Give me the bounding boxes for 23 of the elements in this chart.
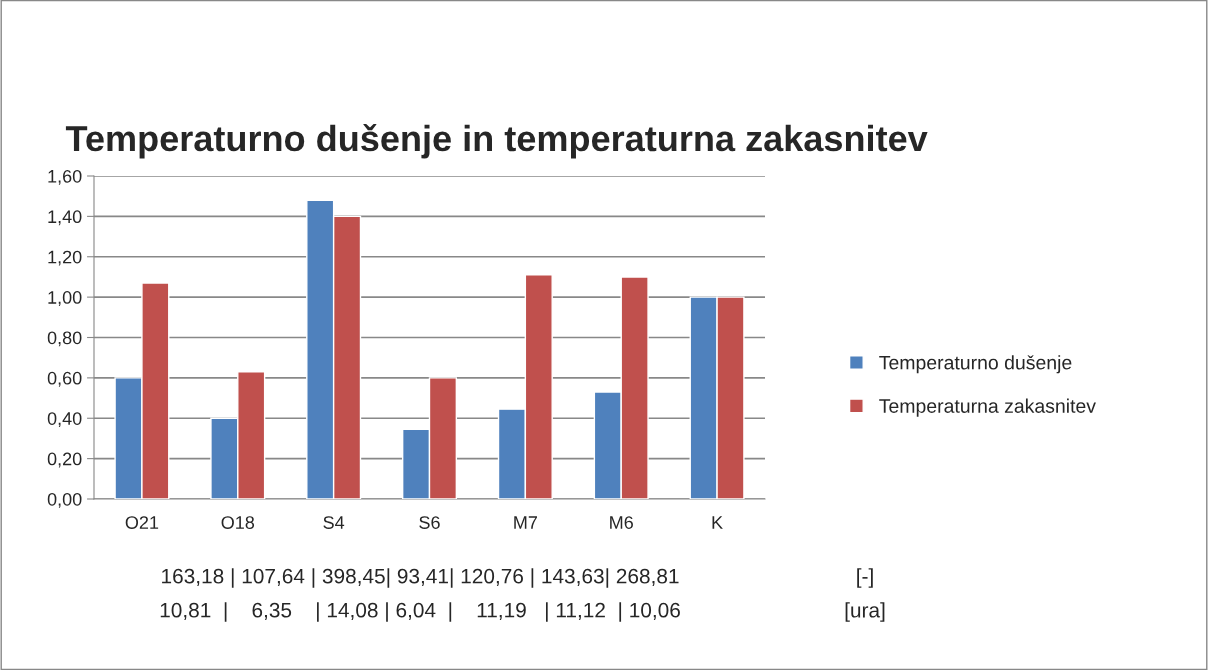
x-tick-label: M7 bbox=[514, 516, 537, 529]
x-tick-label: O21 bbox=[125, 516, 159, 529]
y-tick-label: 0,80 bbox=[47, 331, 82, 347]
x-tick-label: O18 bbox=[221, 516, 255, 529]
text: [ura] bbox=[845, 602, 885, 622]
text: 163,18 | 107,64 | 398,45| 93,41| 120,76 | 143,63| 268,81 bbox=[162, 568, 679, 588]
y-tick-label: 0,20 bbox=[47, 452, 82, 468]
y-tick-label: 1,20 bbox=[48, 250, 82, 266]
x-tick-label: K bbox=[712, 516, 723, 529]
y-tick-label: 1,00 bbox=[48, 291, 82, 306]
y-tick-label: 1,60 bbox=[48, 169, 82, 185]
y-tick-label: 0,40 bbox=[47, 412, 82, 428]
legend-label: Temperaturna zakasnitev bbox=[879, 398, 1096, 417]
text: [-] bbox=[857, 568, 873, 588]
x-tick-label: S6 bbox=[419, 516, 440, 529]
legend-label: Temperaturno dušenje bbox=[879, 355, 1072, 374]
y-tick-label: 1,40 bbox=[48, 210, 82, 226]
chart-title: Temperaturno dušenje in temperaturna zakasnitev bbox=[65, 124, 928, 159]
x-tick-label: M6 bbox=[610, 516, 633, 529]
text: 10,81 | 6,35 | 14,08 | 6,04 | 11,19 | 11,12 | 10,06 bbox=[160, 602, 680, 622]
x-tick-label: S4 bbox=[323, 516, 345, 529]
y-tick-label: 0,00 bbox=[47, 492, 82, 508]
y-tick-label: 0,60 bbox=[47, 371, 82, 387]
